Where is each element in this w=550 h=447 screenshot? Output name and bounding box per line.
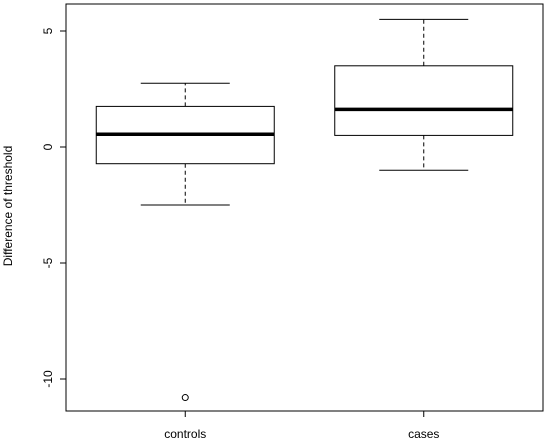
x-axis: controls cases: [164, 411, 439, 441]
box-controls: [95, 82, 275, 402]
y-tick-label: -10: [41, 370, 55, 388]
x-tick-label: controls: [164, 427, 206, 441]
y-axis: -10 -5 0 5: [41, 27, 66, 388]
y-tick-label: 5: [41, 27, 55, 34]
y-tick-label: -5: [41, 257, 55, 268]
boxes-group: [95, 18, 514, 402]
y-axis-label: Difference of threshold: [1, 146, 15, 267]
y-tick-label: 0: [41, 143, 55, 150]
box-cases: [334, 18, 514, 171]
iqr-box: [334, 65, 514, 136]
plot-frame: [65, 3, 544, 412]
x-tick-label: cases: [408, 427, 439, 441]
outlier-point: [181, 394, 189, 402]
